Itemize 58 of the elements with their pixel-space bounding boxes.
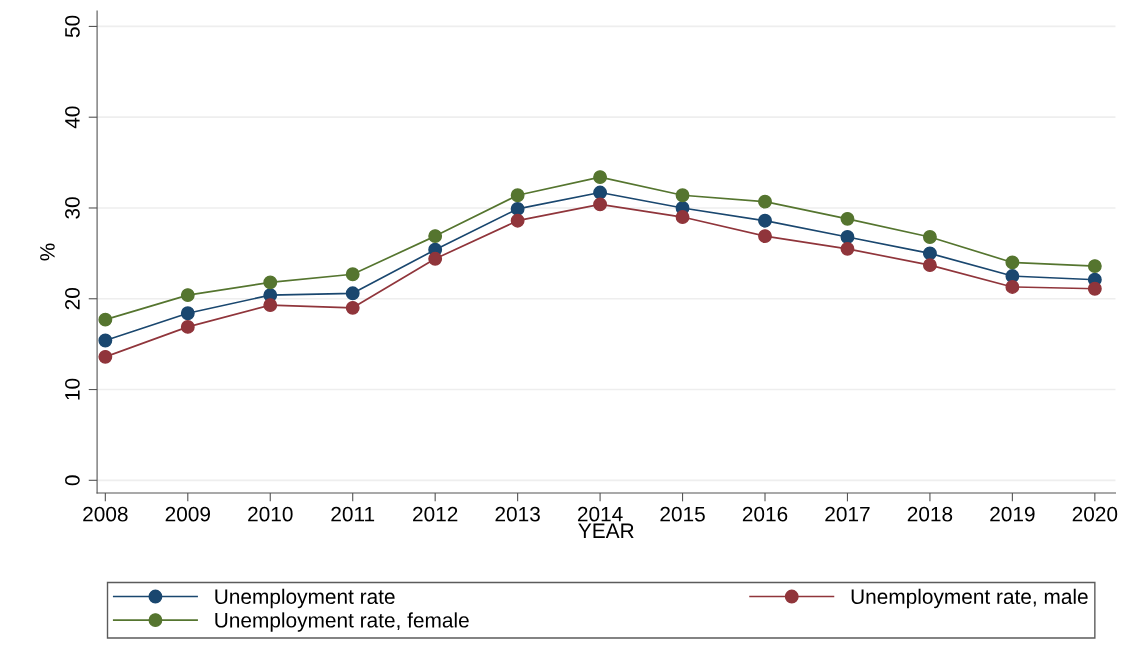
point xyxy=(180,306,195,321)
point xyxy=(345,300,360,315)
point xyxy=(758,229,772,244)
y-tick-label: 40 xyxy=(65,106,80,129)
point xyxy=(675,188,690,203)
x-axis-title: YEAR xyxy=(578,523,634,538)
point xyxy=(840,211,855,226)
point xyxy=(1087,281,1102,296)
y-tick-label: 20 xyxy=(65,287,80,310)
point xyxy=(263,275,278,290)
x-tick-label: 2009 xyxy=(165,506,210,522)
x-tick-label: 2012 xyxy=(413,506,458,522)
point xyxy=(263,298,278,313)
point xyxy=(510,188,525,203)
point xyxy=(1005,255,1020,270)
x-tick-label: 2016 xyxy=(742,506,788,522)
point xyxy=(1005,280,1020,294)
point xyxy=(510,201,525,216)
x-tick-label: 2019 xyxy=(990,506,1035,522)
x-tick-label: 2020 xyxy=(1072,506,1118,522)
point xyxy=(428,251,443,266)
y-axis-title: % xyxy=(40,243,55,261)
legend-label: Unemployment rate, female xyxy=(215,612,469,632)
point xyxy=(180,288,195,303)
point xyxy=(98,312,113,327)
point xyxy=(758,194,772,209)
y-tick-label: 50 xyxy=(65,15,80,38)
point xyxy=(345,267,360,282)
x-tick-label: 2011 xyxy=(331,506,375,522)
y-tick-label: 10 xyxy=(65,378,80,400)
legend-label: Unemployment rate xyxy=(215,588,395,609)
point xyxy=(675,210,690,225)
point xyxy=(922,258,937,273)
point xyxy=(840,241,855,256)
point xyxy=(593,185,608,200)
y-tick-label: 0 xyxy=(65,475,80,486)
x-tick-label: 2017 xyxy=(825,506,870,522)
point xyxy=(98,333,113,348)
point xyxy=(510,213,525,228)
point xyxy=(428,229,443,244)
x-tick-label: 2015 xyxy=(660,506,705,522)
point xyxy=(922,246,937,261)
x-tick-label: 2010 xyxy=(248,506,293,522)
point xyxy=(1087,259,1102,274)
point xyxy=(922,230,937,244)
point xyxy=(593,197,608,212)
point xyxy=(98,349,113,364)
point xyxy=(345,286,360,301)
x-tick-label: 2014 xyxy=(577,506,623,522)
point xyxy=(180,319,195,334)
x-tick-label: 2013 xyxy=(495,506,540,522)
point xyxy=(840,230,855,244)
legend-label: Unemployment rate, male xyxy=(851,588,1088,609)
y-tick-label: 30 xyxy=(65,197,80,219)
point xyxy=(758,213,772,228)
x-tick-label: 2008 xyxy=(83,506,128,522)
x-tick-label: 2018 xyxy=(907,506,953,522)
point xyxy=(593,170,608,185)
